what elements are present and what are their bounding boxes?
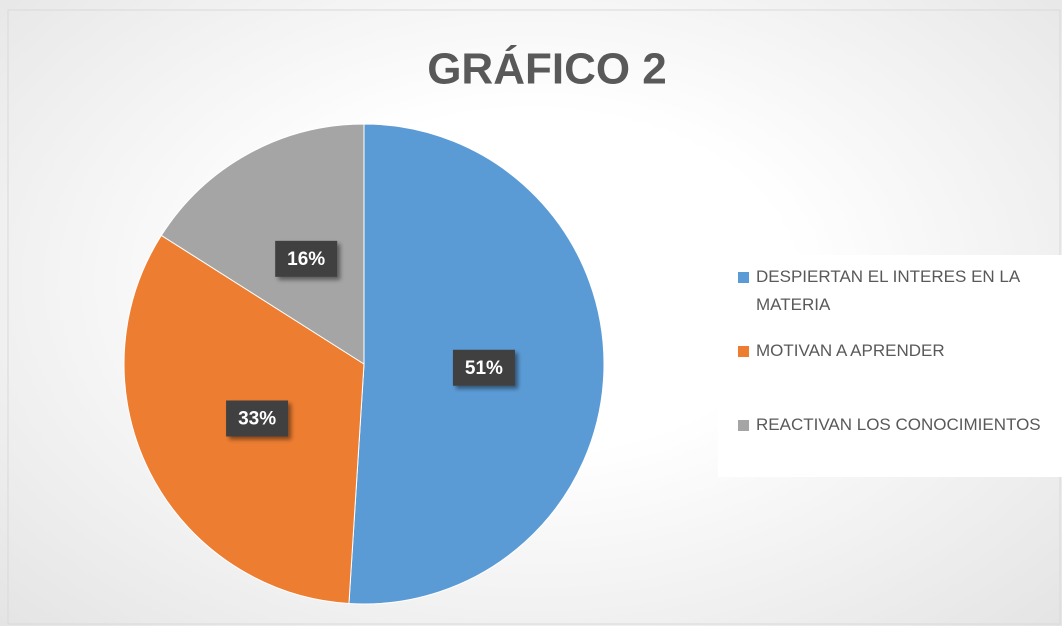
- legend-label: REACTIVAN LOS CONOCIMIENTOS: [756, 415, 1041, 434]
- pie-slice: [160, 123, 365, 365]
- data-label: 16%: [287, 249, 325, 270]
- data-label-box: [452, 349, 515, 386]
- chart-title: GRÁFICO 2: [427, 44, 667, 94]
- legend-entry: DESPIERTAN EL INTERES EN LA MATERIA: [738, 263, 1056, 319]
- legend-swatch: [738, 346, 749, 357]
- legend: DESPIERTAN EL INTERES EN LA MATERIA MOTIV…: [718, 255, 1062, 477]
- legend-entry: MOTIVAN A APRENDER: [738, 337, 1056, 365]
- legend-swatch: [738, 420, 749, 431]
- data-label: 51%: [465, 358, 503, 379]
- data-label-box: [275, 240, 338, 277]
- legend-swatch: [738, 272, 749, 283]
- data-label-box: [226, 400, 289, 437]
- legend-label: MOTIVAN A APRENDER: [756, 341, 945, 360]
- legend-label: DESPIERTAN EL INTERES EN LA MATERIA: [756, 267, 1020, 314]
- legend-entry: REACTIVAN LOS CONOCIMIENTOS: [738, 411, 1056, 439]
- data-label: 33%: [238, 408, 276, 429]
